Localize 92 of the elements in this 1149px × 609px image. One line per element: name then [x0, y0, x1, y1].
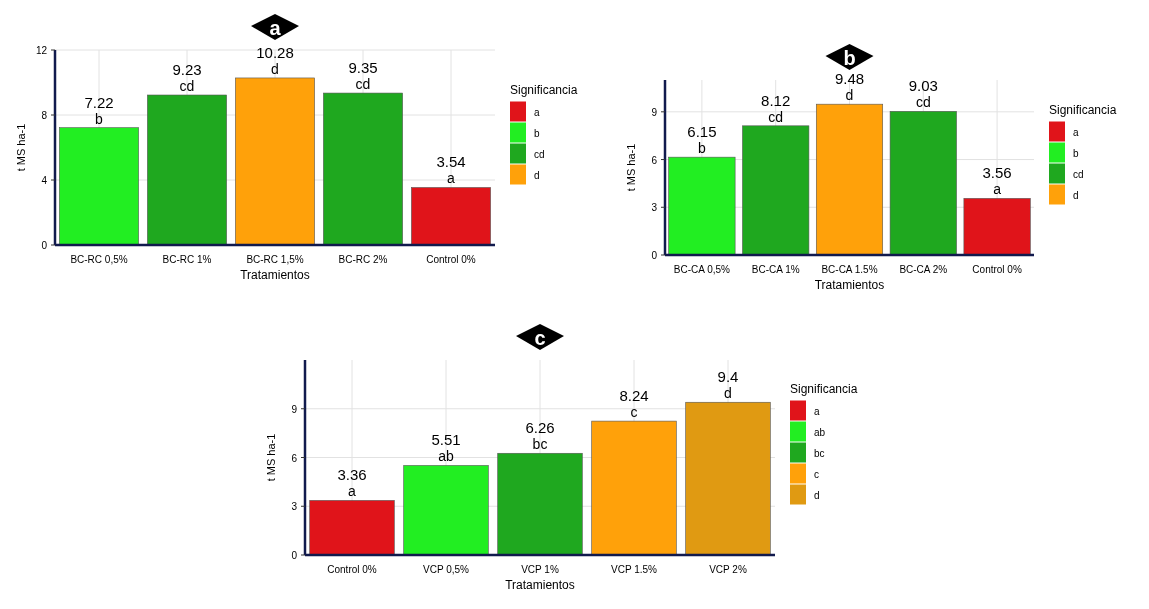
- x-tick-label: BC-CA 1%: [751, 264, 800, 275]
- data-label: 9.03: [908, 77, 938, 95]
- x-tick-label: BC-RC 0,5%: [70, 254, 128, 265]
- chart-title: a: [269, 17, 282, 39]
- x-axis-title: Tratamientos: [814, 278, 885, 292]
- text: d: [271, 60, 279, 77]
- data-label: 9.35: [348, 59, 378, 77]
- data-label: 6.26: [525, 419, 555, 437]
- legend-title: Significancia: [790, 381, 858, 396]
- x-tick-label: BC-RC 2%: [338, 254, 388, 265]
- text: ab: [438, 448, 454, 465]
- legend-title: Significancia: [510, 82, 578, 97]
- legend-label: a: [814, 405, 820, 417]
- text: b: [698, 140, 706, 157]
- y-tick-label: 12: [35, 45, 48, 56]
- x-tick-label: BC-CA 0,5%: [673, 264, 731, 275]
- text: cd: [355, 76, 371, 93]
- x-tick-label: BC-RC 1%: [162, 254, 212, 265]
- text: c: [630, 404, 638, 421]
- legend-label: cd: [1073, 168, 1084, 180]
- bar: [668, 156, 736, 256]
- data-label: 8.12: [761, 91, 791, 109]
- data-label: 9.48: [834, 70, 865, 88]
- x-tick-label: BC-CA 2%: [899, 264, 948, 275]
- legend-label: cd: [534, 148, 545, 160]
- x-tick-label: VCP 2%: [709, 564, 747, 575]
- y-tick-label: 0: [41, 240, 48, 251]
- text: a: [993, 181, 1001, 198]
- bar: [742, 125, 810, 256]
- legend-label: d: [814, 489, 820, 501]
- y-tick-label: 9: [651, 106, 658, 118]
- bar: [147, 94, 227, 246]
- bar: [59, 127, 139, 246]
- chart-title: c: [534, 327, 546, 349]
- legend-label: a: [1073, 126, 1079, 138]
- y-tick-label: 3: [651, 202, 658, 214]
- y-tick-label: 9: [291, 403, 298, 415]
- bar: [963, 198, 1031, 256]
- x-tick-label: VCP 1.5%: [611, 564, 658, 575]
- text: d: [845, 87, 854, 104]
- x-axis-title: Tratamientos: [240, 268, 310, 282]
- text: a: [447, 170, 455, 187]
- x-tick-label: VCP 0,5%: [423, 564, 470, 575]
- data-label: 3.36: [337, 466, 367, 484]
- legend-label: b: [1073, 147, 1079, 159]
- legend-label: ab: [814, 426, 826, 438]
- y-tick-label: 0: [291, 550, 298, 561]
- x-tick-label: BC-RC 1,5%: [246, 254, 304, 265]
- y-axis-title: t MS ha-1: [15, 123, 27, 172]
- data-label: 5.51: [431, 431, 461, 449]
- x-tick-label: Control 0%: [972, 264, 1022, 275]
- legend-label: d: [534, 169, 540, 181]
- data-label: 6.15: [687, 123, 717, 141]
- text: b: [95, 110, 103, 127]
- bar: [815, 103, 884, 256]
- bar: [889, 111, 957, 256]
- text: a: [348, 483, 356, 500]
- x-tick-label: Control 0%: [426, 254, 476, 265]
- x-axis-title: Tratamientos: [505, 578, 575, 592]
- x-tick-label: BC-CA 1.5%: [821, 264, 878, 275]
- y-tick-label: 6: [651, 154, 658, 166]
- legend-label: d: [1073, 189, 1079, 201]
- legend-label: a: [534, 106, 540, 118]
- text: bc: [532, 436, 548, 453]
- x-tick-label: VCP 1%: [521, 564, 559, 575]
- bar: [411, 187, 491, 246]
- data-label: 9.4: [717, 368, 739, 386]
- legend-label: b: [534, 127, 540, 139]
- y-tick-label: 4: [41, 175, 48, 186]
- data-label: 8.24: [619, 387, 649, 405]
- chart-title: b: [843, 47, 856, 69]
- legend-label: c: [814, 468, 819, 480]
- y-tick-label: 6: [291, 452, 298, 464]
- y-axis-title: t MS ha-1: [625, 143, 637, 192]
- bar: [235, 77, 315, 246]
- y-axis-title: t MS ha-1: [265, 433, 277, 482]
- text: cd: [768, 108, 784, 125]
- data-label: 7.22: [84, 93, 114, 111]
- legend-label: bc: [814, 447, 825, 459]
- text: d: [724, 385, 732, 402]
- data-label: 10.28: [256, 43, 294, 61]
- text: cd: [179, 78, 195, 95]
- y-tick-label: 3: [291, 501, 298, 513]
- data-label: 9.23: [172, 61, 202, 79]
- x-tick-label: Control 0%: [327, 564, 377, 575]
- y-tick-label: 8: [41, 110, 48, 121]
- data-label: 3.56: [982, 164, 1012, 182]
- legend-title: Significancia: [1049, 102, 1117, 117]
- bar: [323, 92, 403, 246]
- data-label: 3.54: [436, 153, 466, 171]
- text: cd: [915, 94, 931, 111]
- y-tick-label: 0: [651, 250, 658, 261]
